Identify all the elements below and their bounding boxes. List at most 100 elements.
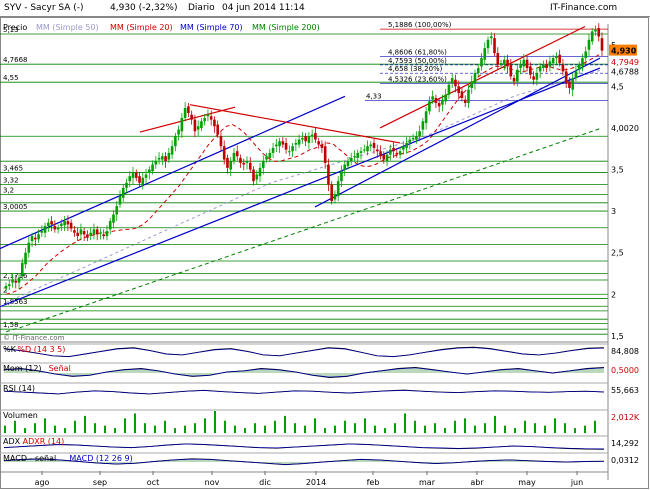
candle-body bbox=[60, 223, 63, 227]
volume-bar bbox=[214, 411, 216, 433]
site-label: IT-Finance.com bbox=[550, 3, 618, 13]
indicator-subtitle: %D (14 3 5) bbox=[17, 345, 65, 354]
volume-bar bbox=[104, 425, 106, 433]
fib-label: 4,8606 (61,80%) bbox=[388, 48, 447, 56]
volume-bar bbox=[404, 413, 406, 433]
candle-body bbox=[506, 59, 509, 67]
candle-body bbox=[542, 64, 545, 69]
volume-bar bbox=[544, 425, 546, 433]
candle-body bbox=[154, 161, 158, 165]
indicator-signal-line bbox=[3, 458, 605, 465]
indicator-title: ADX bbox=[3, 437, 21, 446]
trendline-lower bbox=[0, 67, 601, 308]
volume-bar bbox=[294, 423, 296, 433]
volume-bar bbox=[574, 428, 576, 433]
candle-body bbox=[301, 137, 304, 140]
candle-body bbox=[307, 136, 311, 143]
volume-bar bbox=[494, 415, 496, 433]
legend-ma20: MM (Simple 20) bbox=[110, 23, 173, 32]
candle-body bbox=[271, 147, 275, 153]
candle-body bbox=[53, 226, 57, 230]
indicator-value: 2,012K bbox=[611, 413, 640, 422]
volume-bar bbox=[74, 420, 76, 433]
candle-body bbox=[551, 58, 555, 64]
last-price-box bbox=[609, 44, 637, 56]
volume-bar bbox=[334, 425, 336, 433]
candle-body bbox=[489, 36, 493, 39]
candle-body bbox=[161, 156, 164, 160]
right-value-label: 4,7949 bbox=[611, 58, 639, 67]
volume-bar bbox=[264, 425, 266, 433]
candle-body bbox=[294, 142, 298, 145]
candle-body bbox=[304, 136, 307, 142]
candle-body bbox=[382, 154, 386, 160]
indicator-title: %K bbox=[3, 345, 17, 354]
candle-body bbox=[89, 232, 92, 237]
candle-body bbox=[480, 58, 483, 67]
candle-body bbox=[43, 226, 47, 233]
candle-body bbox=[522, 59, 526, 67]
candle-body bbox=[483, 48, 487, 60]
period-label: Diario bbox=[188, 3, 215, 13]
candle-body bbox=[14, 280, 18, 283]
candle-body bbox=[369, 144, 373, 147]
volume-bar bbox=[14, 420, 16, 433]
candle-body bbox=[529, 66, 532, 75]
volume-bar bbox=[274, 420, 276, 433]
candle-body bbox=[594, 29, 597, 32]
candle-body bbox=[56, 227, 60, 230]
candle-body bbox=[587, 39, 591, 50]
candle-body bbox=[447, 84, 451, 95]
candle-body bbox=[99, 232, 102, 234]
candle-body bbox=[379, 151, 382, 157]
trendline-channel bbox=[314, 57, 601, 208]
candle-body bbox=[148, 169, 151, 173]
indicator-subtitle: Señal bbox=[49, 364, 71, 373]
legend-ma70: MM (Simple 70) bbox=[180, 23, 243, 32]
candle-body bbox=[392, 147, 395, 152]
candle-body bbox=[30, 236, 34, 242]
volume-bar bbox=[84, 415, 86, 433]
x-tick-label: may bbox=[518, 478, 536, 487]
candle-body bbox=[248, 162, 252, 170]
volume-bar bbox=[534, 423, 536, 433]
candle-body bbox=[108, 221, 112, 230]
trendline-red-up bbox=[139, 106, 236, 133]
candle-body bbox=[600, 38, 604, 51]
candle-body bbox=[473, 73, 477, 84]
candle-body bbox=[496, 53, 500, 65]
volume-bar bbox=[234, 425, 236, 433]
candle-body bbox=[245, 161, 249, 163]
candle-body bbox=[405, 142, 408, 148]
volume-bar bbox=[94, 423, 96, 433]
candle-body bbox=[170, 146, 174, 155]
x-tick-label: oct bbox=[147, 478, 159, 487]
indicator-signal-line bbox=[3, 390, 605, 395]
indicator-value: 14,292 bbox=[611, 439, 639, 448]
candle-body bbox=[288, 151, 291, 153]
candle-body bbox=[424, 111, 428, 123]
x-tick-label: nov bbox=[205, 478, 220, 487]
candle-body bbox=[167, 152, 171, 160]
indicator-title: Volumen bbox=[3, 411, 38, 420]
volume-bar bbox=[144, 423, 146, 433]
right-value-label: 4,0020 bbox=[611, 124, 639, 133]
indicator-value: 0,0312 bbox=[611, 456, 639, 465]
candle-body bbox=[131, 172, 135, 178]
candle-body bbox=[538, 66, 542, 72]
candle-body bbox=[255, 174, 259, 180]
price-change: 4,930 (-2,32%) bbox=[110, 3, 178, 13]
candle-body bbox=[457, 86, 460, 94]
candle-body bbox=[291, 146, 294, 152]
volume-bar bbox=[244, 428, 246, 433]
candle-body bbox=[206, 114, 210, 117]
candle-body bbox=[265, 156, 268, 160]
candle-body bbox=[385, 154, 389, 162]
candle-body bbox=[415, 136, 418, 140]
volume-bar bbox=[314, 418, 316, 433]
candle-body bbox=[340, 171, 343, 182]
volume-bar bbox=[34, 423, 36, 433]
candle-body bbox=[219, 136, 223, 147]
volume-bar bbox=[464, 418, 466, 433]
